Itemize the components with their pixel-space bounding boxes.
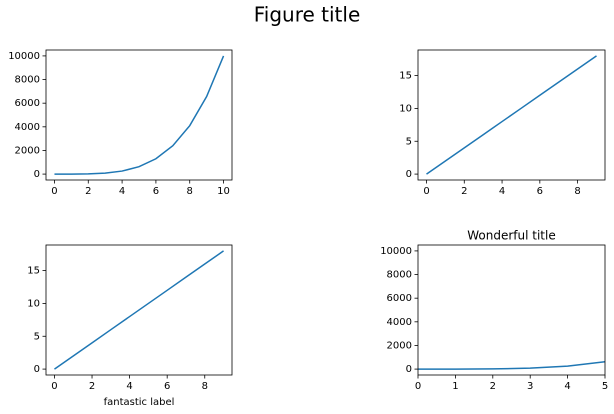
x-tick-label: 2 xyxy=(461,186,467,197)
y-tick-label: 6000 xyxy=(387,293,412,304)
line xyxy=(418,360,605,370)
x-tick-label: 2 xyxy=(85,186,91,197)
y-tick-label: 0 xyxy=(406,169,412,180)
x-tick-label: 0 xyxy=(423,186,429,197)
x-tick-label: 6 xyxy=(537,186,543,197)
y-tick-label: 15 xyxy=(27,266,40,277)
y-tick-label: 0 xyxy=(34,169,40,180)
line xyxy=(426,55,597,175)
x-tick-label: 8 xyxy=(187,186,193,197)
x-tick-label: 6 xyxy=(164,381,170,392)
x-tick-label: 0 xyxy=(415,381,421,392)
x-tick-label: 10 xyxy=(217,186,230,197)
x-axis-label: fantastic label xyxy=(104,397,175,408)
y-tick-label: 0 xyxy=(406,364,412,375)
y-tick-label: 8000 xyxy=(387,270,412,281)
axes-frame xyxy=(417,49,606,181)
x-tick-label: 4 xyxy=(126,381,132,392)
x-tick-label: 0 xyxy=(51,381,57,392)
x-tick-label: 8 xyxy=(202,381,208,392)
y-tick-label: 5 xyxy=(34,331,40,342)
x-tick-label: 4 xyxy=(119,186,125,197)
x-tick-label: 4 xyxy=(499,186,505,197)
y-tick-label: 10000 xyxy=(380,246,412,257)
subplot: 0 2 4 6 8 10 0 2000 4000 6000 8000 10000 xyxy=(8,49,233,197)
figure-title: Figure title xyxy=(254,3,361,27)
y-tick-label: 2000 xyxy=(15,145,40,156)
subplot: 0 1 2 3 4 5 0 2000 4000 6000 8000 10000 Wonderful ti… xyxy=(380,229,608,393)
y-tick-label: 10 xyxy=(27,298,40,309)
x-tick-label: 5 xyxy=(602,381,608,392)
axes-title: Wonderful title xyxy=(467,229,555,243)
y-tick-label: 5 xyxy=(406,136,412,147)
x-tick-label: 2 xyxy=(89,381,95,392)
y-tick-label: 2000 xyxy=(387,340,412,351)
x-tick-label: 2 xyxy=(490,381,496,392)
y-tick-label: 6000 xyxy=(15,98,40,109)
x-tick-label: 0 xyxy=(51,186,57,197)
x-tick-label: 4 xyxy=(564,381,570,392)
y-tick-label: 10000 xyxy=(8,51,40,62)
y-tick-label: 8000 xyxy=(15,75,40,86)
subplot: 0 2 4 6 8 0 5 10 15 xyxy=(399,49,606,197)
line xyxy=(54,55,225,175)
x-tick-label: 3 xyxy=(527,381,533,392)
line xyxy=(54,250,224,370)
y-tick-label: 0 xyxy=(34,364,40,375)
x-tick-label: 6 xyxy=(153,186,159,197)
y-tick-label: 15 xyxy=(399,71,412,82)
y-tick-label: 4000 xyxy=(15,122,40,133)
x-tick-label: 8 xyxy=(574,186,580,197)
x-tick-label: 1 xyxy=(452,381,458,392)
axes-frame xyxy=(417,244,606,376)
subplot: 0 2 4 6 8 0 5 10 15 fantastic label xyxy=(27,244,233,408)
y-tick-label: 10 xyxy=(399,103,412,114)
axes-frame xyxy=(45,49,233,181)
y-tick-label: 4000 xyxy=(387,317,412,328)
axes-frame xyxy=(45,244,233,376)
